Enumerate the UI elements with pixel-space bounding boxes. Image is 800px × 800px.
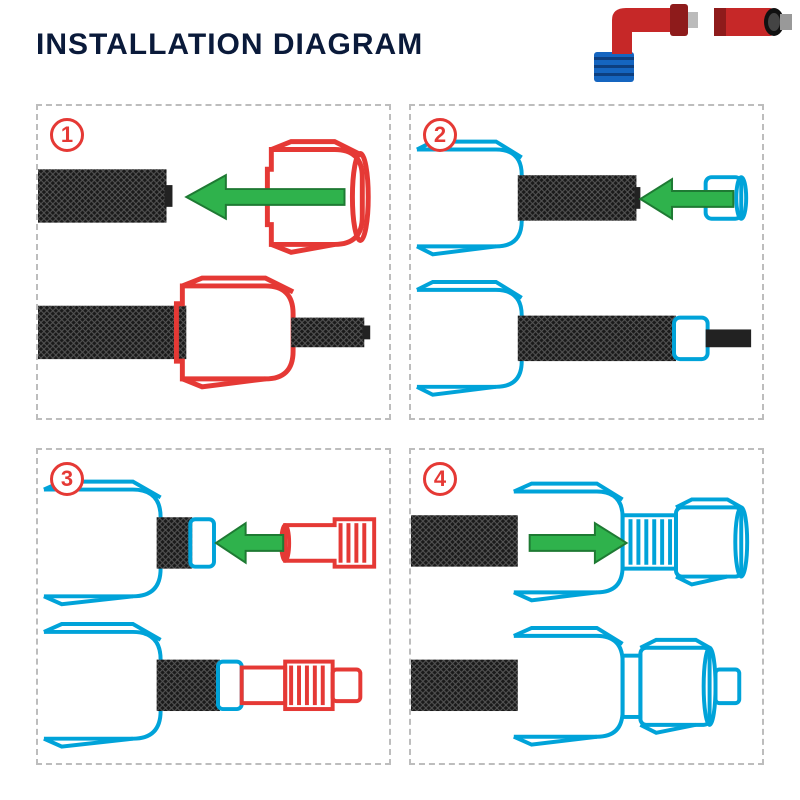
panel-step-2: 2 xyxy=(409,104,764,420)
steps-grid: 1 xyxy=(36,104,764,764)
diagram-step-1 xyxy=(38,106,389,418)
diagram-step-4 xyxy=(411,450,762,762)
step-badge-1: 1 xyxy=(50,118,84,152)
diagram-step-2 xyxy=(411,106,762,418)
panel-step-1: 1 xyxy=(36,104,391,420)
panel-step-4: 4 xyxy=(409,448,764,764)
panel-step-3: 3 xyxy=(36,448,391,764)
diagram-step-3 xyxy=(38,450,389,762)
product-image xyxy=(574,2,794,92)
page-title: INSTALLATION DIAGRAM xyxy=(36,28,423,62)
step-badge-2: 2 xyxy=(423,118,457,152)
